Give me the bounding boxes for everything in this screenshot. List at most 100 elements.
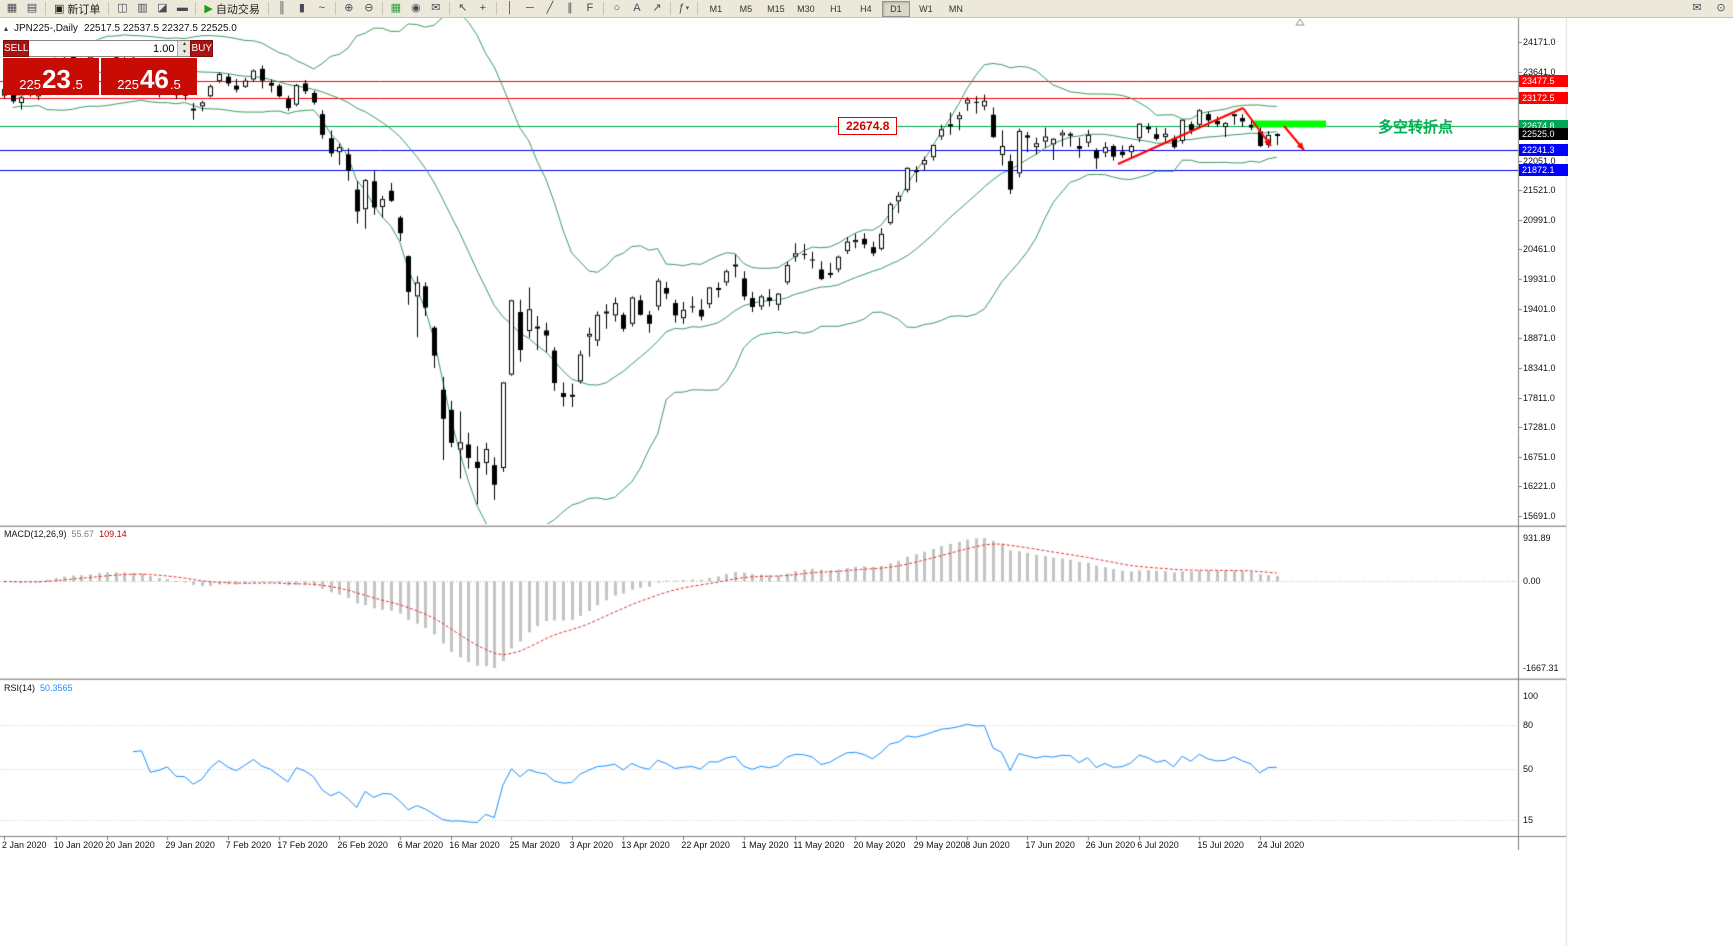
date-label: 20 Jan 2020 [105, 840, 155, 850]
community-icon[interactable]: ✉ [1692, 2, 1702, 14]
price-level-text-object[interactable]: 22674.8 [838, 117, 898, 135]
vertical-line-icon: │ [506, 2, 514, 14]
toolbar-separator [267, 2, 269, 15]
navigator-button[interactable]: ◪ [152, 0, 172, 17]
date-label: 26 Jun 2020 [1085, 840, 1136, 850]
buy-price-big-digits: 46 [139, 64, 169, 94]
date-label: 7 Feb 2020 [225, 840, 272, 850]
toolbar-separator [45, 2, 46, 15]
toolbar-separator [448, 2, 450, 15]
terminal-button[interactable]: ▬ [172, 0, 192, 17]
sell-button[interactable]: SELL [3, 40, 30, 57]
equidistant-channel-icon: ∥ [567, 2, 573, 14]
toolbar-separator [381, 2, 383, 15]
lot-increase-button[interactable]: ▲ [178, 41, 191, 49]
zoom-out-button[interactable]: ⊖ [359, 0, 379, 17]
price-axis-label: 16751.0 [1523, 451, 1556, 462]
timeframe-m15-button[interactable]: M15 [767, 3, 785, 14]
rsi-window-label: RSI(14) 50.3565 [4, 683, 73, 693]
shapes-icon: ○ [613, 2, 621, 14]
chart-candles-icon: ▮ [298, 2, 305, 14]
vertical-line-button[interactable]: │ [500, 0, 520, 17]
mailbox-button[interactable]: ✉ [426, 0, 446, 17]
main-toolbar: ▦ ▤ ▣ 新订单 ◫ ▥ ◪ ▬ ▶ 自动交易 ║ ▮ ~ ⊕ ⊖ ▦ ◉ ✉ ↖ + │ ─ ╱ ∥ F ○ A ↗ ƒ ▾ M1 M5… [0, 0, 1733, 18]
price-axis-label: 17811.0 [1523, 392, 1555, 403]
arrow-objects-button[interactable]: ↗ [647, 0, 667, 17]
timeframe-m1-button[interactable]: M1 [709, 3, 723, 14]
price-axis-label: 23641.0 [1523, 66, 1556, 77]
new-chart-button[interactable]: ▦ [2, 0, 22, 17]
timeframe-m5-button[interactable]: M5 [739, 3, 753, 14]
chart-ohlc-values: 22517.5 22537.5 22327.5 22525.0 [83, 23, 237, 34]
rsi-value: 50.3565 [40, 683, 73, 693]
date-label: 6 Mar 2020 [397, 840, 444, 850]
turning-point-note[interactable]: 多空转折点 [1378, 119, 1454, 136]
indicators-button[interactable]: ƒ ▾ [674, 0, 694, 17]
date-label: 16 Mar 2020 [449, 840, 500, 850]
price-axis-label: 19401.0 [1523, 303, 1556, 314]
timeframe-d1-button[interactable]: D1 [881, 0, 910, 17]
date-label: 17 Jun 2020 [1025, 840, 1075, 850]
arrow-objects-icon: ↗ [652, 2, 662, 14]
timeframe-h1-button[interactable]: H1 [830, 3, 842, 14]
auto-trading-button[interactable]: ▶ 自动交易 [199, 1, 264, 17]
chart-candles-button[interactable]: ▮ [292, 0, 312, 17]
rsi-scale-label: 15 [1523, 814, 1534, 825]
equidistant-channel-button[interactable]: ∥ [560, 0, 580, 17]
trendline-button[interactable]: ╱ [540, 0, 560, 17]
search-icon[interactable]: ⊙ [1716, 2, 1726, 14]
chart-menu-icon[interactable]: ▴ [4, 24, 9, 33]
date-label: 13 Apr 2020 [621, 840, 670, 850]
market-watch-button[interactable]: ◫ [112, 0, 132, 17]
new-order-button[interactable]: ▣ 新订单 [49, 1, 105, 17]
fibonacci-button[interactable]: F [580, 0, 600, 17]
profiles-button[interactable]: ▤ [22, 0, 42, 17]
profiles-icon: ▤ [26, 2, 38, 14]
zoom-in-button[interactable]: ⊕ [339, 0, 359, 17]
timeframe-m30-button[interactable]: M30 [797, 3, 815, 14]
chart-symbol-title: JPN225-,Daily [14, 23, 78, 34]
cursor-button[interactable]: ↖ [453, 0, 473, 17]
chart-bars-button[interactable]: ║ [272, 0, 292, 17]
buy-price-button[interactable]: 225 46 .5 [101, 58, 197, 95]
chart-line-icon: ~ [318, 2, 326, 14]
new-order-icon: ▣ [54, 3, 65, 15]
macd-name: MACD(12,26,9) [4, 529, 67, 539]
price-axis-label: 22051.0 [1523, 155, 1556, 166]
price-tag: 21872.1 [1519, 164, 1568, 177]
macd-signal-value: 109.14 [99, 529, 127, 539]
chart-bars-icon: ║ [277, 2, 286, 14]
timeframe-w1-button[interactable]: W1 [919, 3, 933, 14]
price-tag: 22241.3 [1519, 143, 1568, 156]
lot-size-box: ▲ ▼ [29, 40, 191, 57]
rsi-scale-label: 80 [1523, 720, 1534, 731]
horizontal-line-icon: ─ [525, 2, 534, 14]
horizontal-line-button[interactable]: ─ [520, 0, 540, 17]
text-label-button[interactable]: A [627, 0, 647, 17]
date-label: 29 Jan 2020 [165, 840, 215, 850]
terminal-icon: ▬ [176, 2, 188, 14]
zoom-out-icon: ⊖ [364, 2, 374, 14]
macd-scale-zero: 0.00 [1523, 576, 1541, 587]
timeframe-mn-button[interactable]: MN [948, 3, 963, 14]
timeframe-h4-button[interactable]: H4 [860, 3, 872, 14]
chart-line-button[interactable]: ~ [312, 0, 332, 17]
timeframe-bar: M1 M5 M15 M30 H1 H4 D1 W1 MN [701, 0, 971, 17]
macd-value: 55.67 [71, 529, 95, 539]
tile-windows-button[interactable]: ▦ [386, 0, 406, 17]
buy-button[interactable]: BUY [190, 40, 214, 57]
data-window-button[interactable]: ▥ [132, 0, 152, 17]
shapes-button[interactable]: ○ [607, 0, 627, 17]
depth-of-market-button[interactable]: ◉ [406, 0, 426, 17]
date-label: 1 May 2020 [741, 840, 789, 850]
date-label: 10 Jan 2020 [53, 840, 104, 850]
sell-price-suffix: .5 [71, 77, 83, 92]
toolbar-separator [696, 2, 698, 15]
sell-price-button[interactable]: 225 23 .5 [3, 58, 99, 95]
crosshair-button[interactable]: + [473, 0, 493, 17]
lot-stepper: ▲ ▼ [177, 41, 191, 56]
lot-decrease-button[interactable]: ▼ [178, 48, 191, 56]
lot-size-input[interactable] [29, 41, 178, 56]
